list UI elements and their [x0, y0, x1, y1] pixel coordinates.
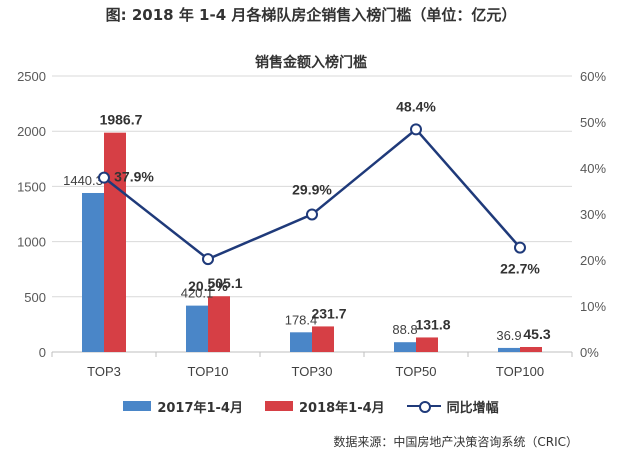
y2-tick-label: 10% [580, 299, 606, 314]
bar-2017 [394, 342, 416, 352]
data-label-2017: 178.4 [285, 312, 318, 327]
data-label-growth: 48.4% [396, 98, 436, 114]
chart-title: 销售金额入榜门槛 [255, 55, 367, 71]
x-tick-label: TOP10 [188, 364, 229, 379]
bar-2018 [312, 326, 334, 352]
y-tick-label: 1500 [17, 179, 46, 194]
y2-tick-label: 60% [580, 69, 606, 84]
data-label-growth: 20.2% [188, 278, 228, 294]
data-label-2018: 131.8 [415, 316, 450, 332]
data-label-growth: 22.7% [500, 261, 540, 277]
y-tick-label: 500 [24, 290, 46, 305]
y2-tick-label: 50% [580, 115, 606, 130]
data-label-2017: 1440.3 [63, 173, 103, 188]
legend-item-2018: 2018年1-4月 [264, 397, 385, 416]
bar-2018 [416, 337, 438, 352]
growth-point [410, 123, 422, 136]
x-tick-label: TOP30 [292, 364, 333, 379]
bar-2017 [82, 192, 104, 352]
growth-point [514, 241, 526, 254]
bar-2018 [208, 296, 230, 352]
legend-swatch-2018 [264, 401, 293, 411]
source-note: 数据来源：中国房地产决策咨询系统（CRIC） [333, 435, 578, 449]
data-label-growth: 29.9% [292, 181, 332, 197]
legend-label-growth: 同比增幅 [446, 400, 499, 416]
y-tick-label: 2500 [17, 69, 46, 84]
x-tick-label: TOP50 [396, 364, 437, 379]
bar-2017 [290, 332, 312, 352]
y2-tick-label: 40% [580, 161, 606, 176]
data-label-2018: 1986.7 [100, 112, 143, 128]
y-tick-label: 1000 [17, 235, 46, 250]
growth-point [98, 171, 110, 184]
growth-point [306, 208, 318, 221]
legend-item-growth: 同比增幅 [406, 397, 499, 416]
data-label-2018: 45.3 [523, 326, 550, 342]
legend-item-2017: 2017年1-4月 [123, 397, 243, 416]
data-label-2017: 420.1 [181, 286, 214, 301]
y-tick-label: 2000 [17, 124, 46, 139]
data-label-2017: 36.9 [496, 328, 521, 343]
y-tick-label: 0 [39, 345, 46, 360]
data-label-growth: 37.9% [114, 169, 154, 185]
data-label-2018: 231.7 [311, 305, 346, 321]
bar-2018 [104, 132, 126, 352]
legend-label-2017: 2017年1-4月 [157, 400, 243, 416]
data-label-2017: 88.8 [392, 322, 417, 337]
figure-title: 图: 2018 年 1-4 月各梯队房企销售入榜门槛（单位：亿元） [105, 6, 517, 24]
y2-tick-label: 0% [580, 345, 599, 360]
legend: 2017年1-4月 2018年1-4月 同比增幅 [0, 394, 622, 418]
data-label-2018: 505.1 [207, 275, 242, 291]
legend-line-marker-icon [406, 400, 441, 413]
bar-2017 [186, 305, 208, 352]
y2-tick-label: 20% [580, 253, 606, 268]
x-tick-label: TOP100 [496, 364, 544, 379]
legend-label-2018: 2018年1-4月 [298, 400, 385, 416]
bar-2017 [498, 347, 520, 352]
x-tick-label: TOP3 [87, 364, 121, 379]
growth-point [202, 253, 214, 266]
bar-2018 [520, 346, 542, 352]
y2-tick-label: 30% [580, 207, 606, 222]
legend-swatch-2017 [123, 401, 152, 411]
